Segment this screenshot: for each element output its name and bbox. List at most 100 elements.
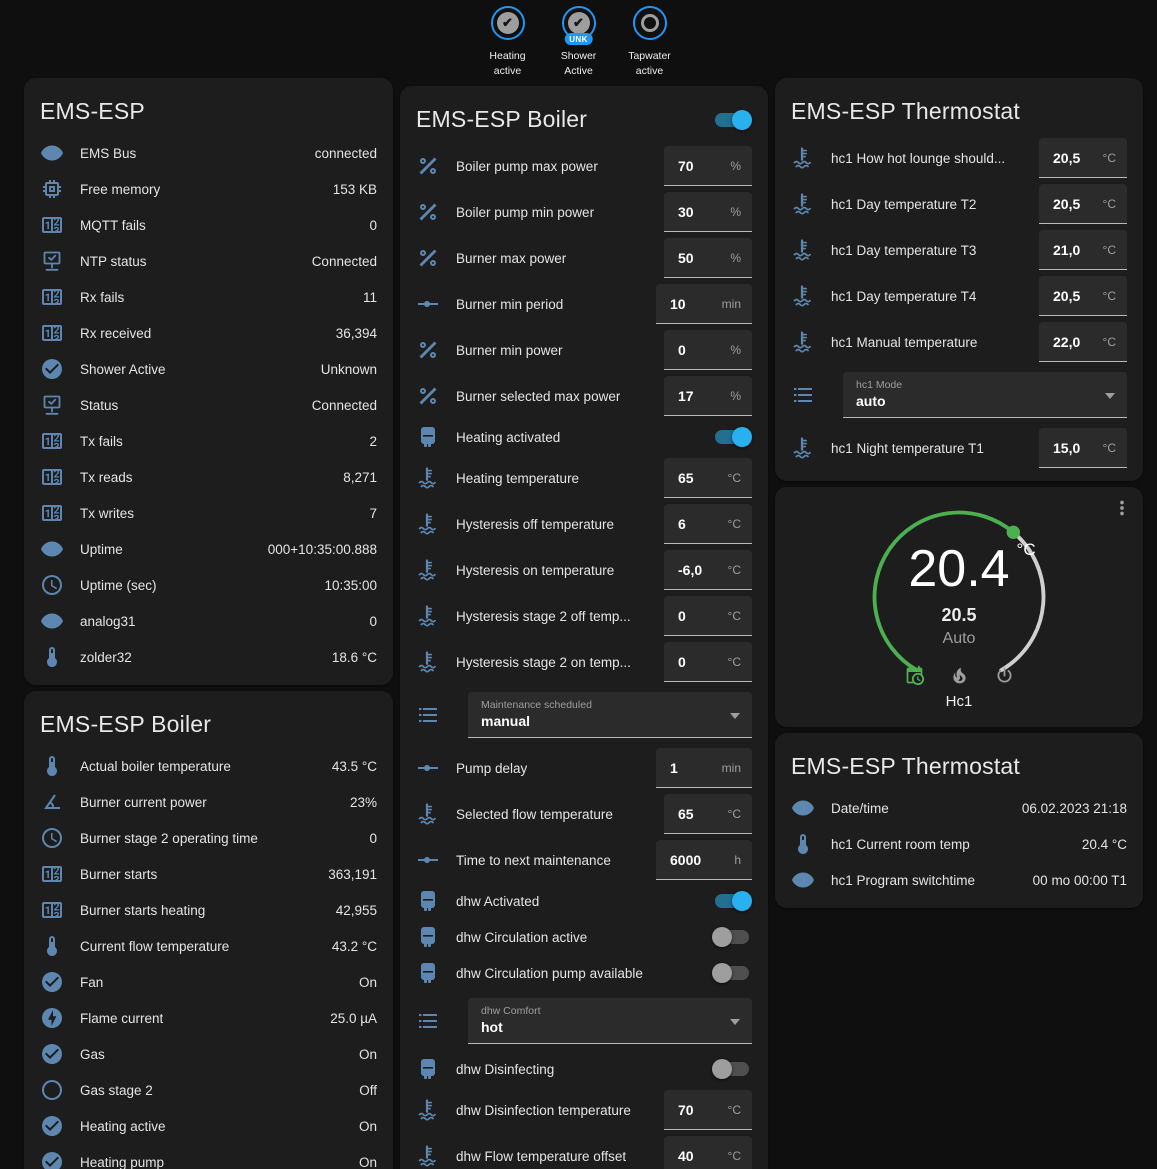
- entity-row[interactable]: dhw Disinfecting: [400, 1051, 768, 1087]
- entity-row[interactable]: Heating activated: [400, 419, 768, 455]
- number-input[interactable]: 22,0 °C: [1039, 322, 1127, 362]
- entity-row[interactable]: Status Connected: [24, 387, 393, 423]
- entity-row[interactable]: Pump delay 1 min: [400, 745, 768, 791]
- entity-row[interactable]: Uptime 000+10:35:00.888: [24, 531, 393, 567]
- number-input[interactable]: 6 °C: [664, 504, 752, 544]
- entity-row[interactable]: Burner starts heating 42,955: [24, 892, 393, 928]
- entity-row[interactable]: Flame current 25.0 µA: [24, 1000, 393, 1036]
- entity-row[interactable]: Tx writes 7: [24, 495, 393, 531]
- number-input[interactable]: -6,0 °C: [664, 550, 752, 590]
- fire-icon[interactable]: [949, 665, 970, 686]
- number-input[interactable]: 15,0 °C: [1039, 428, 1127, 468]
- number-input[interactable]: 0 °C: [664, 642, 752, 682]
- entity-row[interactable]: Current flow temperature 43.2 °C: [24, 928, 393, 964]
- number-input[interactable]: 20,5 °C: [1039, 276, 1127, 316]
- badge-tapwater[interactable]: Tapwater active: [620, 6, 680, 78]
- entity-row[interactable]: Hysteresis stage 2 on temp... 0 °C: [400, 639, 768, 685]
- number-input[interactable]: 40 °C: [664, 1136, 752, 1169]
- toggle-switch[interactable]: [712, 963, 752, 983]
- toggle-switch[interactable]: [712, 1059, 752, 1079]
- entity-row[interactable]: dhw Comfort hot: [400, 991, 768, 1051]
- entity-row[interactable]: Boiler pump max power 70%: [400, 143, 768, 189]
- entity-row[interactable]: hc1 Mode auto: [775, 365, 1143, 425]
- number-input[interactable]: 21,0 °C: [1039, 230, 1127, 270]
- select-input[interactable]: dhw Comfort hot: [468, 998, 752, 1044]
- badge-circle[interactable]: ✔: [490, 6, 525, 40]
- card-header-toggle[interactable]: [712, 109, 752, 130]
- entity-row[interactable]: dhw Circulation pump available: [400, 955, 768, 991]
- entity-row[interactable]: hc1 Night temperature T1 15,0 °C: [775, 425, 1143, 471]
- entity-row[interactable]: Shower Active Unknown: [24, 351, 393, 387]
- number-input[interactable]: 0 °C: [664, 596, 752, 636]
- entity-row[interactable]: MQTT fails 0: [24, 207, 393, 243]
- select-input[interactable]: Maintenance scheduled manual: [468, 692, 752, 738]
- entity-row[interactable]: Heating active On: [24, 1108, 393, 1144]
- badge-circle[interactable]: [632, 6, 667, 40]
- entity-row[interactable]: Actual boiler temperature 43.5 °C: [24, 748, 393, 784]
- entity-row[interactable]: NTP status Connected: [24, 243, 393, 279]
- entity-row[interactable]: hc1 Day temperature T2 20,5 °C: [775, 181, 1143, 227]
- entity-row[interactable]: Burner starts 363,191: [24, 856, 393, 892]
- badge-shower[interactable]: ✔ UNK Shower Active: [549, 6, 609, 78]
- entity-row[interactable]: hc1 How hot lounge should... 20,5 °C: [775, 135, 1143, 181]
- entity-row[interactable]: hc1 Current room temp 20.4 °C: [775, 826, 1143, 862]
- calendar-clock-icon[interactable]: [904, 665, 925, 686]
- select-input[interactable]: hc1 Mode auto: [843, 372, 1127, 418]
- number-input[interactable]: 6000 h: [656, 840, 752, 880]
- entity-row[interactable]: dhw Disinfection temperature 70 °C: [400, 1087, 768, 1133]
- entity-row[interactable]: Date/time 06.02.2023 21:18: [775, 790, 1143, 826]
- entity-row[interactable]: dhw Flow temperature offset 40 °C: [400, 1133, 768, 1169]
- entity-row[interactable]: Hysteresis off temperature 6 °C: [400, 501, 768, 547]
- number-input[interactable]: 20,5 °C: [1039, 138, 1127, 178]
- number-input[interactable]: 65 °C: [664, 794, 752, 834]
- entity-row[interactable]: Burner current power 23%: [24, 784, 393, 820]
- entity-row[interactable]: Burner min power 0%: [400, 327, 768, 373]
- entity-row[interactable]: hc1 Program switchtime 00 mo 00:00 T1: [775, 862, 1143, 898]
- thermostat-dial[interactable]: 20.4 °C 20.5 Auto: [863, 501, 1055, 687]
- entity-row[interactable]: Rx received 36,394: [24, 315, 393, 351]
- entity-row[interactable]: Selected flow temperature 65 °C: [400, 791, 768, 837]
- entity-row[interactable]: hc1 Day temperature T4 20,5 °C: [775, 273, 1143, 319]
- number-input[interactable]: 17%: [664, 376, 752, 416]
- entity-row[interactable]: Boiler pump min power 30%: [400, 189, 768, 235]
- number-input[interactable]: 70 °C: [664, 1090, 752, 1130]
- entity-row[interactable]: dhw Circulation active: [400, 919, 768, 955]
- entity-row[interactable]: hc1 Manual temperature 22,0 °C: [775, 319, 1143, 365]
- entity-row[interactable]: Heating pump On: [24, 1144, 393, 1169]
- more-options-icon[interactable]: [1111, 497, 1133, 519]
- entity-row[interactable]: Maintenance scheduled manual: [400, 685, 768, 745]
- entity-row[interactable]: Gas On: [24, 1036, 393, 1072]
- entity-row[interactable]: Heating temperature 65 °C: [400, 455, 768, 501]
- toggle-switch[interactable]: [712, 427, 752, 447]
- badge-heating[interactable]: ✔ Heating active: [478, 6, 538, 78]
- number-input[interactable]: 30%: [664, 192, 752, 232]
- entity-row[interactable]: hc1 Day temperature T3 21,0 °C: [775, 227, 1143, 273]
- number-input[interactable]: 1 min: [656, 748, 752, 788]
- entity-row[interactable]: Burner selected max power 17%: [400, 373, 768, 419]
- number-input[interactable]: 50%: [664, 238, 752, 278]
- entity-row[interactable]: Tx reads 8,271: [24, 459, 393, 495]
- entity-row[interactable]: analog31 0: [24, 603, 393, 639]
- number-input[interactable]: 20,5 °C: [1039, 184, 1127, 224]
- toggle-switch[interactable]: [712, 891, 752, 911]
- entity-row[interactable]: Fan On: [24, 964, 393, 1000]
- number-input[interactable]: 0%: [664, 330, 752, 370]
- entity-row[interactable]: Time to next maintenance 6000 h: [400, 837, 768, 883]
- badge-circle[interactable]: ✔ UNK: [561, 6, 596, 45]
- entity-row[interactable]: Free memory 153 KB: [24, 171, 393, 207]
- entity-row[interactable]: Burner stage 2 operating time 0: [24, 820, 393, 856]
- entity-row[interactable]: Tx fails 2: [24, 423, 393, 459]
- entity-row[interactable]: Burner max power 50%: [400, 235, 768, 281]
- entity-row[interactable]: Hysteresis stage 2 off temp... 0 °C: [400, 593, 768, 639]
- entity-row[interactable]: EMS Bus connected: [24, 135, 393, 171]
- entity-row[interactable]: Gas stage 2 Off: [24, 1072, 393, 1108]
- toggle-switch[interactable]: [712, 927, 752, 947]
- number-input[interactable]: 10 min: [656, 284, 752, 324]
- power-icon[interactable]: [994, 665, 1015, 686]
- entity-row[interactable]: Hysteresis on temperature -6,0 °C: [400, 547, 768, 593]
- entity-row[interactable]: dhw Activated: [400, 883, 768, 919]
- entity-row[interactable]: Burner min period 10 min: [400, 281, 768, 327]
- number-input[interactable]: 70%: [664, 146, 752, 186]
- entity-row[interactable]: Uptime (sec) 10:35:00: [24, 567, 393, 603]
- entity-row[interactable]: Rx fails 11: [24, 279, 393, 315]
